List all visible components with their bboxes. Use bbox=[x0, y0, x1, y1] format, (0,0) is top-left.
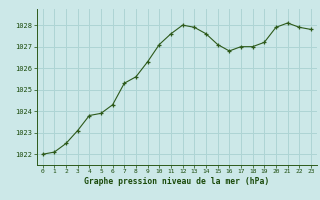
X-axis label: Graphe pression niveau de la mer (hPa): Graphe pression niveau de la mer (hPa) bbox=[84, 177, 269, 186]
